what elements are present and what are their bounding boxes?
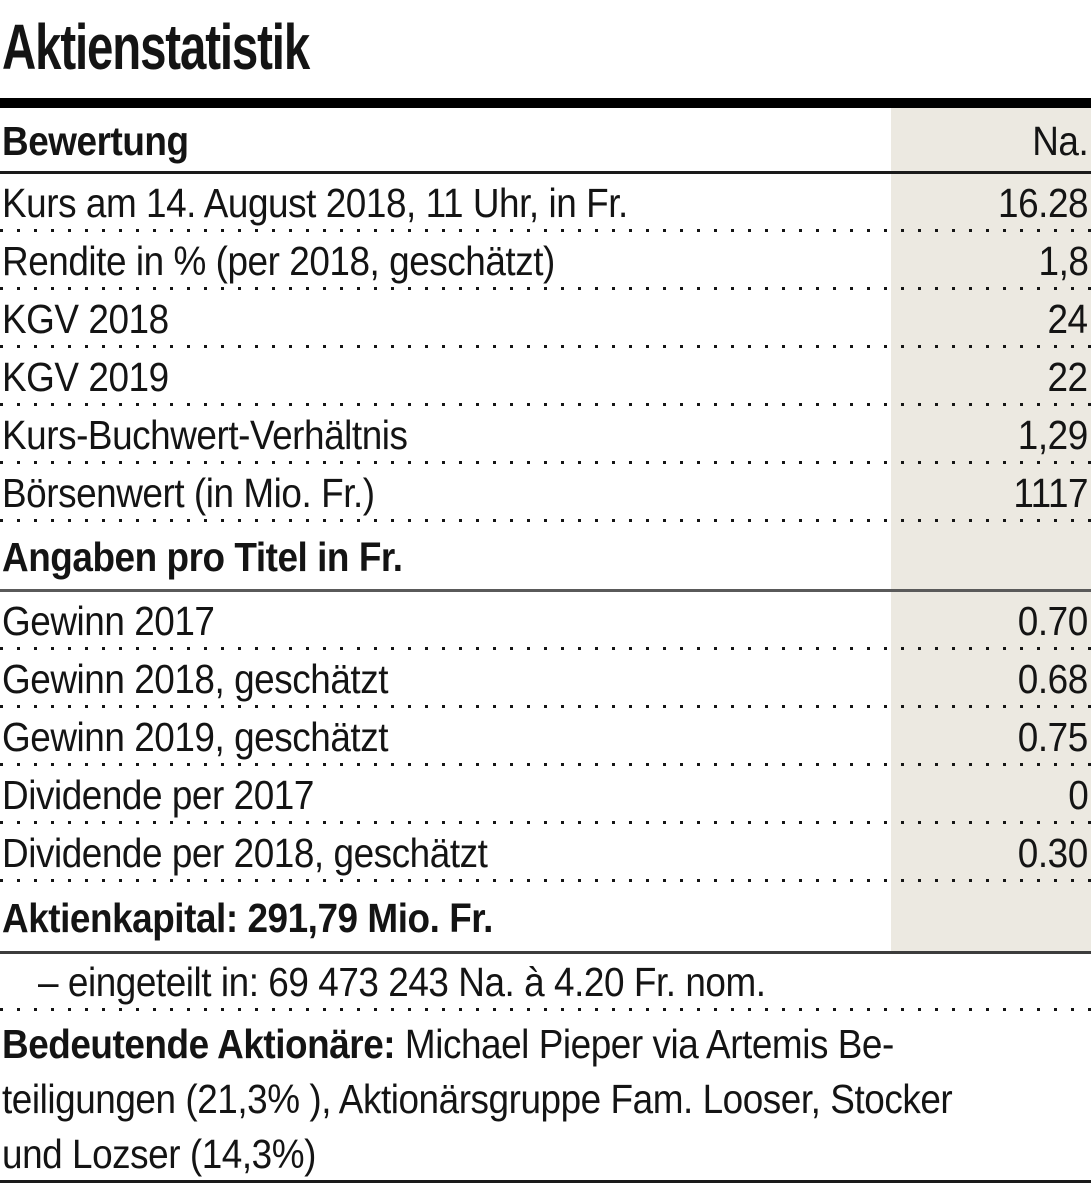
capital-detail-text: – eingeteilt in: 69 473 243 Na. à 4.20 F…: [38, 959, 766, 1005]
dotted-separator: [0, 345, 1091, 348]
row-value: 1,8: [1038, 237, 1088, 284]
dotted-separator: [0, 821, 1091, 824]
top-rule: [0, 98, 1091, 108]
table-row: Börsenwert (in Mio. Fr.) 1117: [0, 464, 1091, 522]
shareholders-label: Bedeutende Aktionäre:: [2, 1021, 396, 1067]
share-capital-row: Aktienkapital: 291,79 Mio. Fr.: [0, 882, 1091, 954]
table-row: Gewinn 2019, geschätzt 0.75: [0, 708, 1091, 766]
value-column-background: [891, 108, 1091, 954]
row-value: 0: [1067, 771, 1089, 818]
row-label: Dividende per 2018, geschätzt: [2, 829, 488, 876]
shareholders-line-2: teiligungen (21,3% ), Aktionärsgruppe Fa…: [2, 1076, 953, 1122]
dotted-separator: [0, 461, 1091, 464]
table-row: Gewinn 2018, geschätzt 0.68: [0, 650, 1091, 708]
table-row: Kurs am 14. August 2018, 11 Uhr, in Fr. …: [0, 174, 1091, 232]
row-value: 22: [1047, 353, 1089, 400]
shareholders-line-1: Bedeutende Aktionäre: Michael Pieper via…: [2, 1017, 982, 1072]
row-value: 1,29: [1017, 411, 1088, 458]
dotted-separator: [0, 879, 1091, 882]
row-label: Gewinn 2018, geschätzt: [2, 655, 389, 702]
table-row: Rendite in % (per 2018, geschätzt) 1,8: [0, 232, 1091, 290]
table-row: KGV 2018 24: [0, 290, 1091, 348]
row-label: Kurs-Buchwert-Verhältnis: [2, 411, 408, 458]
row-value: 0.75: [1017, 713, 1088, 760]
row-value: 0.68: [1017, 655, 1088, 702]
major-shareholders-paragraph: Bedeutende Aktionäre: Michael Pieper via…: [2, 1011, 1091, 1182]
dotted-separator: [0, 287, 1091, 290]
header-rule: [0, 171, 1091, 174]
row-value: 0.70: [1017, 597, 1088, 644]
row-label: Gewinn 2019, geschätzt: [2, 713, 389, 760]
dotted-separator: [0, 1008, 1091, 1011]
row-label: Börsenwert (in Mio. Fr.): [2, 469, 375, 516]
row-label: Rendite in % (per 2018, geschätzt): [2, 237, 555, 284]
capital-detail-row: – eingeteilt in: 69 473 243 Na. à 4.20 F…: [0, 954, 1091, 1011]
table-header-row: Bewertung Na.: [0, 108, 1091, 174]
table-row: Dividende per 2017 0: [0, 766, 1091, 824]
dotted-separator: [0, 403, 1091, 406]
table-row: Gewinn 2017 0.70: [0, 592, 1091, 650]
row-label: Dividende per 2017: [2, 771, 314, 818]
dotted-separator: [0, 705, 1091, 708]
section-rule: [0, 589, 1091, 592]
row-value: 16.28: [997, 179, 1089, 226]
table-row: Dividende per 2018, geschätzt 0.30: [0, 824, 1091, 882]
shareholders-line-3: und Lozser (14,3%): [2, 1131, 316, 1177]
column-unit-label: Na.: [1031, 117, 1089, 164]
shareholders-line-1-text: Michael Pieper via Artemis Be-: [395, 1021, 894, 1067]
section-header-row: Angaben pro Titel in Fr.: [0, 522, 1091, 592]
bottom-rule: [0, 1180, 1091, 1183]
row-value: 24: [1047, 295, 1089, 342]
dotted-separator: [0, 647, 1091, 650]
section-header-bewertung: Bewertung: [2, 117, 189, 164]
page-title: Aktienstatistik: [2, 11, 310, 83]
table-row: Kurs-Buchwert-Verhältnis 1,29: [0, 406, 1091, 464]
dotted-separator: [0, 763, 1091, 766]
table-row: KGV 2019 22: [0, 348, 1091, 406]
row-value: 1117: [1013, 469, 1088, 516]
capital-rule: [0, 951, 1091, 954]
row-value: 0.30: [1017, 829, 1088, 876]
row-label: KGV 2019: [2, 353, 169, 400]
row-label: Gewinn 2017: [2, 597, 215, 644]
row-label: Kurs am 14. August 2018, 11 Uhr, in Fr.: [2, 179, 628, 226]
share-capital-text: Aktienkapital: 291,79 Mio. Fr.: [2, 894, 493, 941]
section-header-per-share: Angaben pro Titel in Fr.: [2, 533, 403, 580]
statistics-table: Bewertung Na. Kurs am 14. August 2018, 1…: [0, 108, 1091, 1011]
dotted-separator: [0, 229, 1091, 232]
row-label: KGV 2018: [2, 295, 169, 342]
dotted-separator: [0, 519, 1091, 522]
